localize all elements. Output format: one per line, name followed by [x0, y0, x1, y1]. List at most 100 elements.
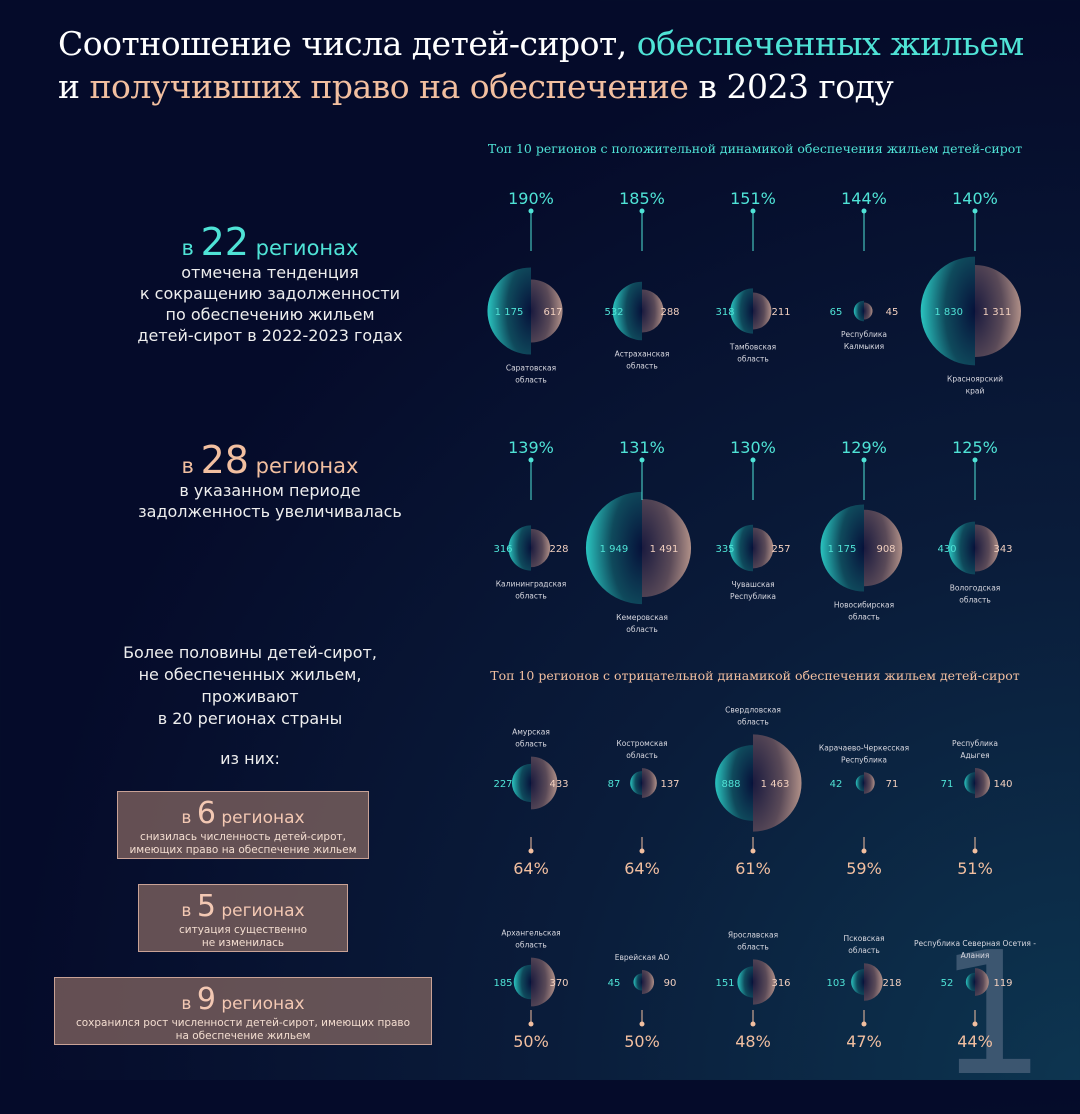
percent-label: 190%: [508, 189, 554, 208]
stem-dot: [861, 848, 867, 854]
percent-label: 50%: [513, 1032, 549, 1051]
provided-value-label: 888: [721, 779, 740, 790]
region-name: Республика: [952, 739, 998, 748]
bubble-entitled-half: [531, 279, 563, 343]
provided-value-label: 430: [937, 544, 956, 555]
provided-value-label: 316: [493, 544, 512, 555]
bubble-provided-half: [964, 772, 975, 794]
region-name: Ярославская: [728, 930, 778, 939]
provided-value-label: 45: [608, 978, 621, 989]
region-name: Свердловская: [725, 705, 781, 714]
region-name: область: [515, 941, 547, 950]
bubble-provided-half: [585, 491, 642, 605]
region-name: Республика Северная Осетия -: [914, 939, 1036, 948]
region-name: край: [966, 386, 985, 395]
percent-label: 140%: [952, 189, 998, 208]
stem-dot: [861, 1021, 867, 1027]
bubble-provided-half: [965, 972, 975, 992]
bubble-entitled-half: [975, 968, 989, 996]
bubble-provided-half: [612, 281, 642, 341]
entitled-value-label: 71: [886, 779, 899, 790]
region-name: область: [626, 361, 658, 370]
bubble-entitled-half: [975, 767, 991, 799]
percent-label: 144%: [841, 189, 887, 208]
provided-value-label: 185: [493, 978, 512, 989]
percent-label: 131%: [619, 438, 665, 457]
bubble-provided-half: [737, 966, 753, 998]
percent-label: 64%: [513, 859, 549, 878]
bubble-provided-half: [508, 525, 531, 571]
region-name: Калининградская: [496, 580, 567, 589]
percent-label: 48%: [735, 1032, 771, 1051]
entitled-value-label: 119: [993, 978, 1012, 989]
entitled-value-label: 1 491: [650, 544, 679, 555]
region-name: область: [737, 942, 769, 951]
region-name: Республика: [730, 592, 776, 601]
bubble-entitled-half: [975, 265, 1021, 357]
bubble-entitled-half: [975, 524, 999, 572]
percent-label: 130%: [730, 438, 776, 457]
stat-20-regions: Более половины детей-сирот, не обеспеченн…: [123, 643, 377, 768]
percent-label: 44%: [957, 1032, 993, 1051]
region-name: область: [626, 751, 658, 760]
bubble-provided-half: [487, 267, 531, 355]
entitled-value-label: 140: [993, 779, 1012, 790]
bubble-provided-half: [715, 745, 753, 821]
bubble-entitled-half: [642, 969, 655, 995]
region-name: Амурская: [512, 728, 550, 737]
provided-value-label: 103: [826, 978, 845, 989]
entitled-value-label: 257: [771, 544, 790, 555]
percent-label: 185%: [619, 189, 665, 208]
bubble-provided-half: [729, 524, 753, 572]
provided-value-label: 227: [493, 779, 512, 790]
entitled-value-label: 1 463: [761, 779, 790, 790]
percent-label: 125%: [952, 438, 998, 457]
region-name: Калмыкия: [844, 342, 884, 351]
stem-dot: [639, 1021, 645, 1027]
bubble-provided-half: [853, 300, 864, 322]
region-name: Красноярский: [947, 374, 1003, 383]
percent-label: 50%: [624, 1032, 660, 1051]
provided-value-label: 1 175: [495, 307, 524, 318]
page-number: 1: [937, 916, 1046, 1114]
bubble-entitled-half: [753, 527, 774, 569]
region-name: Республика: [841, 330, 887, 339]
title-part: в 2023 году: [688, 67, 894, 106]
percent-label: 47%: [846, 1032, 882, 1051]
bubble-entitled-half: [864, 509, 903, 587]
provided-value-label: 42: [830, 779, 843, 790]
region-name: Тамбовская: [729, 343, 776, 352]
stem-dot: [528, 1021, 534, 1027]
stem-dot: [639, 848, 645, 854]
entitled-value-label: 288: [660, 307, 679, 318]
region-name: Чувашская: [731, 580, 774, 589]
region-name: Еврейская АО: [615, 953, 670, 962]
region-name: Вологодская: [950, 583, 1001, 592]
stem-dot: [750, 848, 756, 854]
entitled-value-label: 370: [549, 978, 568, 989]
provided-value-label: 52: [941, 978, 954, 989]
bubble-provided-half: [630, 771, 642, 795]
percent-label: 59%: [846, 859, 882, 878]
box-9-regions: в 9 регионах сохранился рост численности…: [54, 977, 432, 1045]
region-name: область: [737, 717, 769, 726]
positive-chart-title: Топ 10 регионов с положительной динамико…: [487, 141, 1023, 156]
bubble-provided-half: [513, 964, 531, 1000]
region-name: Алания: [961, 951, 990, 960]
region-name: Псковская: [843, 934, 884, 943]
entitled-value-label: 211: [771, 307, 790, 318]
bubble-entitled-half: [531, 528, 551, 568]
region-name: Адыгея: [960, 751, 989, 760]
entitled-value-label: 343: [993, 544, 1012, 555]
percent-label: 129%: [841, 438, 887, 457]
percent-label: 64%: [624, 859, 660, 878]
stat-28-regions: в 28 регионах в указанном периоде задолже…: [138, 438, 402, 521]
region-name: область: [626, 625, 658, 634]
provided-value-label: 1 175: [828, 544, 857, 555]
bubble-entitled-half: [753, 734, 802, 832]
entitled-value-label: 137: [660, 779, 679, 790]
entitled-value-label: 316: [771, 978, 790, 989]
bubble-entitled-half: [642, 768, 657, 798]
negative-chart-title: Топ 10 регионов с отрицательной динамико…: [490, 668, 1020, 683]
entitled-value-label: 908: [876, 544, 895, 555]
